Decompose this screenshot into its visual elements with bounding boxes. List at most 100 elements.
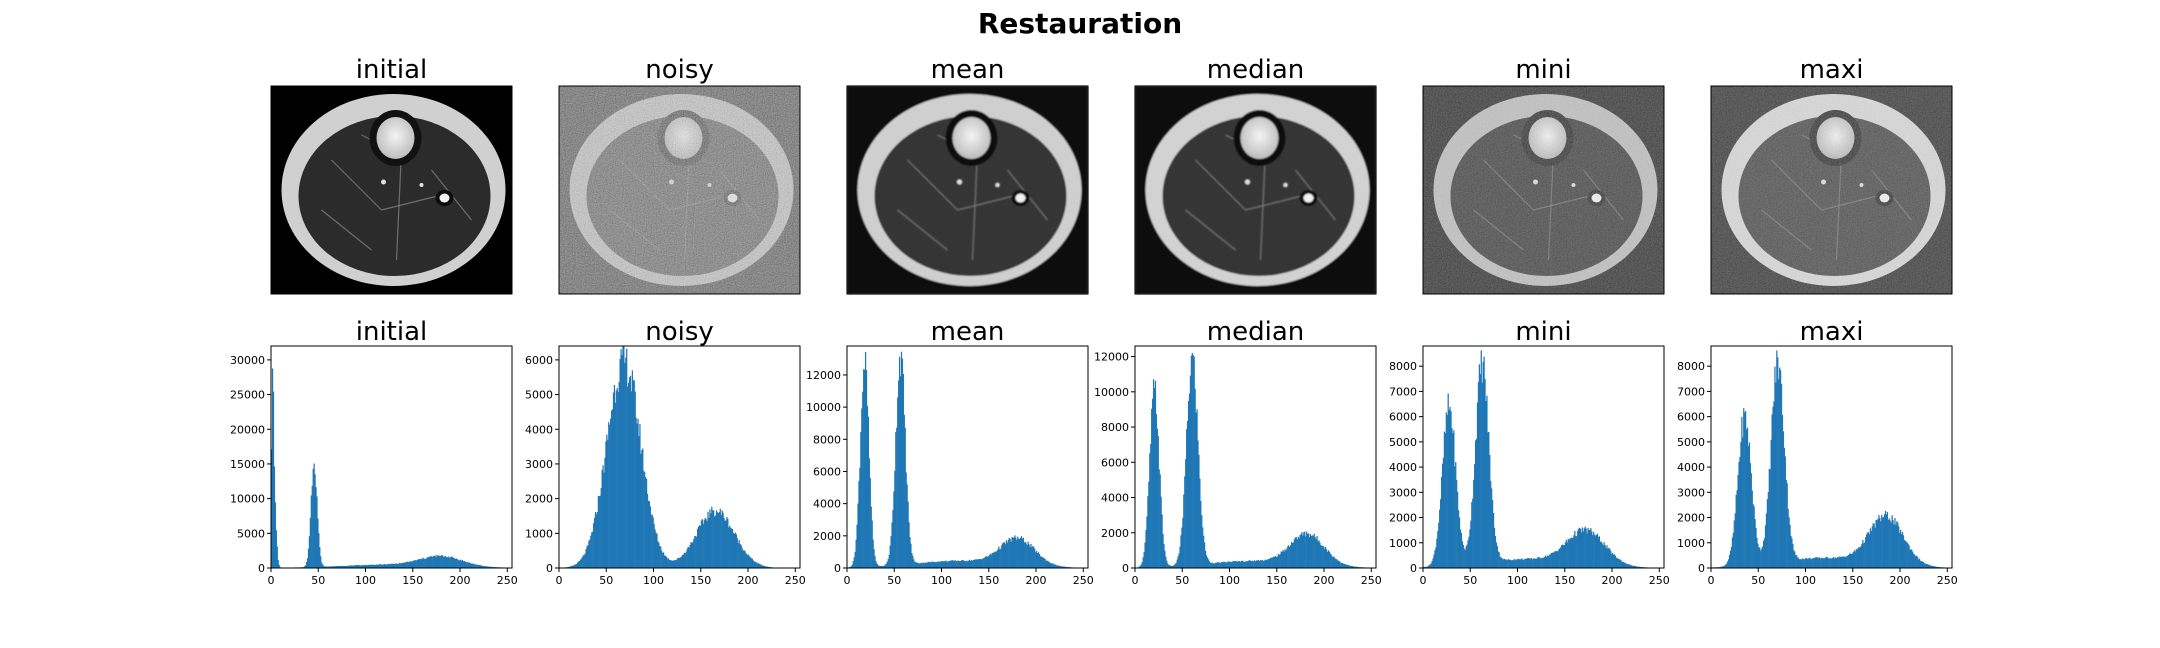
histogram-bar — [710, 513, 712, 568]
histogram-bar — [628, 377, 631, 568]
histogram-bar — [1859, 547, 1861, 568]
histogram-bar — [1802, 558, 1804, 568]
histogram-bar — [972, 559, 974, 568]
y-tick-label: 2000 — [525, 493, 553, 506]
histogram-bar — [1628, 564, 1630, 568]
histogram-bar — [439, 555, 441, 568]
histogram-bar — [856, 524, 858, 568]
histogram-bar — [1255, 561, 1257, 568]
histogram-bar — [1770, 439, 1772, 568]
histogram-bar — [1865, 537, 1867, 568]
histogram-bar — [1852, 551, 1854, 568]
histogram-bar — [1524, 558, 1526, 568]
histogram-bar — [1769, 469, 1771, 568]
histogram-bar — [1294, 537, 1296, 568]
histogram-bar — [315, 487, 317, 568]
histogram-bar — [1788, 517, 1790, 568]
histogram-bar — [369, 564, 371, 568]
histogram-bar — [642, 448, 644, 568]
histogram-bar — [395, 563, 397, 568]
histogram-bar — [1564, 542, 1566, 568]
histogram-bar — [1298, 538, 1300, 568]
histogram-bar — [712, 510, 714, 568]
histogram-bar — [1843, 556, 1845, 568]
histogram-bar — [1876, 520, 1878, 568]
histogram-bar — [1746, 427, 1749, 568]
histogram-bar — [746, 554, 748, 568]
x-tick-label: 100 — [1219, 574, 1240, 587]
histogram-bar — [1215, 562, 1217, 568]
histogram-bar — [1812, 558, 1814, 568]
histogram-bar — [447, 556, 449, 568]
histogram-bar — [1467, 540, 1469, 568]
histogram-bar — [1549, 554, 1551, 568]
histogram-bar — [352, 565, 354, 568]
histogram-bar — [1915, 556, 1917, 568]
histogram-bar — [1580, 532, 1583, 568]
histogram-bar — [715, 510, 718, 568]
histogram-bar — [920, 562, 922, 568]
histogram-bar — [1635, 566, 1637, 568]
histogram-bar — [870, 506, 872, 568]
histogram-bar — [1029, 546, 1031, 568]
histogram-bar — [1749, 463, 1751, 568]
histogram-bar — [601, 469, 603, 568]
histogram-bar — [976, 559, 978, 568]
histogram-bar — [1789, 524, 1791, 568]
histogram-bar — [1324, 546, 1327, 568]
histogram-bar — [1028, 544, 1030, 568]
histogram-bar — [1796, 555, 1798, 568]
histogram-bar — [1339, 561, 1341, 568]
histogram-bar — [1737, 474, 1739, 568]
histogram-bar — [666, 558, 668, 568]
histogram-bar — [1526, 558, 1528, 568]
histogram-bar — [893, 491, 895, 568]
histogram-bar — [1255, 560, 1258, 568]
histogram-bar — [955, 561, 957, 568]
histogram-bar — [1555, 551, 1557, 568]
histogram-bar — [1611, 553, 1613, 568]
histogram-bar — [923, 563, 925, 568]
histogram-bar — [1253, 561, 1255, 568]
histogram-bar — [1886, 512, 1889, 568]
histogram-bar — [1319, 542, 1321, 568]
histogram-bar — [1858, 547, 1860, 568]
histogram-title: mini — [1515, 317, 1571, 347]
histogram-bar — [377, 564, 380, 568]
histogram-bar — [1894, 518, 1896, 568]
histogram-bar — [1236, 561, 1238, 568]
y-tick-label: 7000 — [1677, 385, 1705, 398]
histogram-bar — [1432, 558, 1434, 568]
histogram-bar — [884, 564, 887, 568]
histogram-bar — [728, 527, 730, 568]
histogram-bar — [1565, 539, 1567, 568]
histogram-bar — [640, 453, 642, 568]
histogram-bar — [851, 564, 853, 568]
histogram-bar — [673, 560, 675, 568]
histogram-bar — [1772, 406, 1774, 568]
histogram-bar — [1238, 560, 1240, 568]
histogram-bar — [1547, 556, 1549, 568]
histogram-bar — [1535, 558, 1537, 568]
y-tick-label: 0 — [1410, 562, 1417, 575]
histogram-bar — [489, 566, 491, 568]
histogram-bar — [461, 560, 464, 568]
histogram-bar — [1542, 557, 1544, 568]
histogram-bar — [1281, 551, 1283, 568]
histogram-bar — [1248, 560, 1250, 568]
histogram-bar — [345, 565, 347, 568]
x-tick-label: 100 — [1795, 574, 1816, 587]
histogram-bar — [945, 560, 947, 568]
histogram-bar — [1616, 558, 1618, 568]
histogram-bar — [1541, 558, 1543, 568]
histogram-bar — [1617, 558, 1619, 568]
histogram-bar — [305, 565, 307, 568]
histogram-bar — [963, 560, 965, 568]
histogram-bar — [962, 559, 964, 568]
histogram-bar — [953, 560, 956, 568]
histogram-bar — [1320, 545, 1322, 568]
histogram-bar — [1532, 558, 1534, 568]
histogram-bar — [985, 556, 988, 568]
histogram-bar — [1768, 468, 1770, 568]
histogram-bar — [1805, 558, 1807, 568]
